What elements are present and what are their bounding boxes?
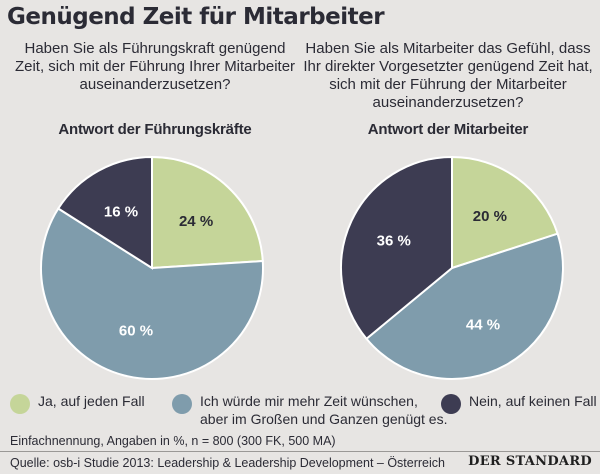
- pie-label-ja: 20 %: [473, 208, 507, 225]
- chart-title: Genügend Zeit für Mitarbeiter: [7, 4, 385, 30]
- legend-item-ja: Ja, auf jeden Fall: [10, 392, 145, 414]
- source-line: Quelle: osb-i Studie 2013: Leadership & …: [10, 456, 445, 470]
- pie-slice-nein: [340, 155, 453, 341]
- divider: [0, 451, 600, 452]
- pie-slice-mehr-zeit: [365, 232, 564, 380]
- question-mitarbeiter: Haben Sie als Mitarbeiter das Gefühl, da…: [303, 40, 593, 111]
- legend-item-mehr-zeit: Ich würde mir mehr Zeit wünschen, aber i…: [172, 392, 447, 428]
- pie-label-mehr-zeit: 44 %: [466, 316, 500, 333]
- legend-label-ja: Ja, auf jeden Fall: [38, 393, 145, 409]
- pie-slice-mehr-zeit: [40, 207, 264, 380]
- pie-slice-ja: [451, 155, 559, 270]
- legend-label-nein: Nein, auf keinen Fall: [469, 393, 597, 409]
- legend-item-nein: Nein, auf keinen Fall: [441, 392, 597, 414]
- pie-slice-nein: [56, 155, 153, 270]
- pie-slice-ja: [151, 155, 264, 270]
- legend-swatch-ja: [10, 394, 30, 414]
- pie-label-nein: 36 %: [377, 233, 411, 250]
- legend-swatch-nein: [441, 394, 461, 414]
- pie-mitarbeiter: 20 % 44 % 36 %: [340, 155, 564, 380]
- legend-label-mehr-zeit: Ich würde mir mehr Zeit wünschen, aber i…: [200, 393, 448, 427]
- pie-title-fuehrungskraefte: Antwort der Führungskräfte: [58, 121, 252, 138]
- pie-title-mitarbeiter: Antwort der Mitarbeiter: [367, 121, 529, 138]
- question-fuehrungskraft: Haben Sie als Führungskraft genügend Zei…: [14, 40, 296, 93]
- footnote: Einfachnennung, Angaben in %, n = 800 (3…: [10, 434, 336, 448]
- pie-label-nein: 16 %: [104, 204, 138, 221]
- pie-label-ja: 24 %: [179, 213, 213, 230]
- pie-fuehrungskraefte: 24 % 60 % 16 %: [40, 155, 264, 380]
- publisher-logo: DER STANDARD: [468, 454, 592, 469]
- pie-label-mehr-zeit: 60 %: [119, 322, 153, 339]
- legend-swatch-mehr-zeit: [172, 394, 192, 414]
